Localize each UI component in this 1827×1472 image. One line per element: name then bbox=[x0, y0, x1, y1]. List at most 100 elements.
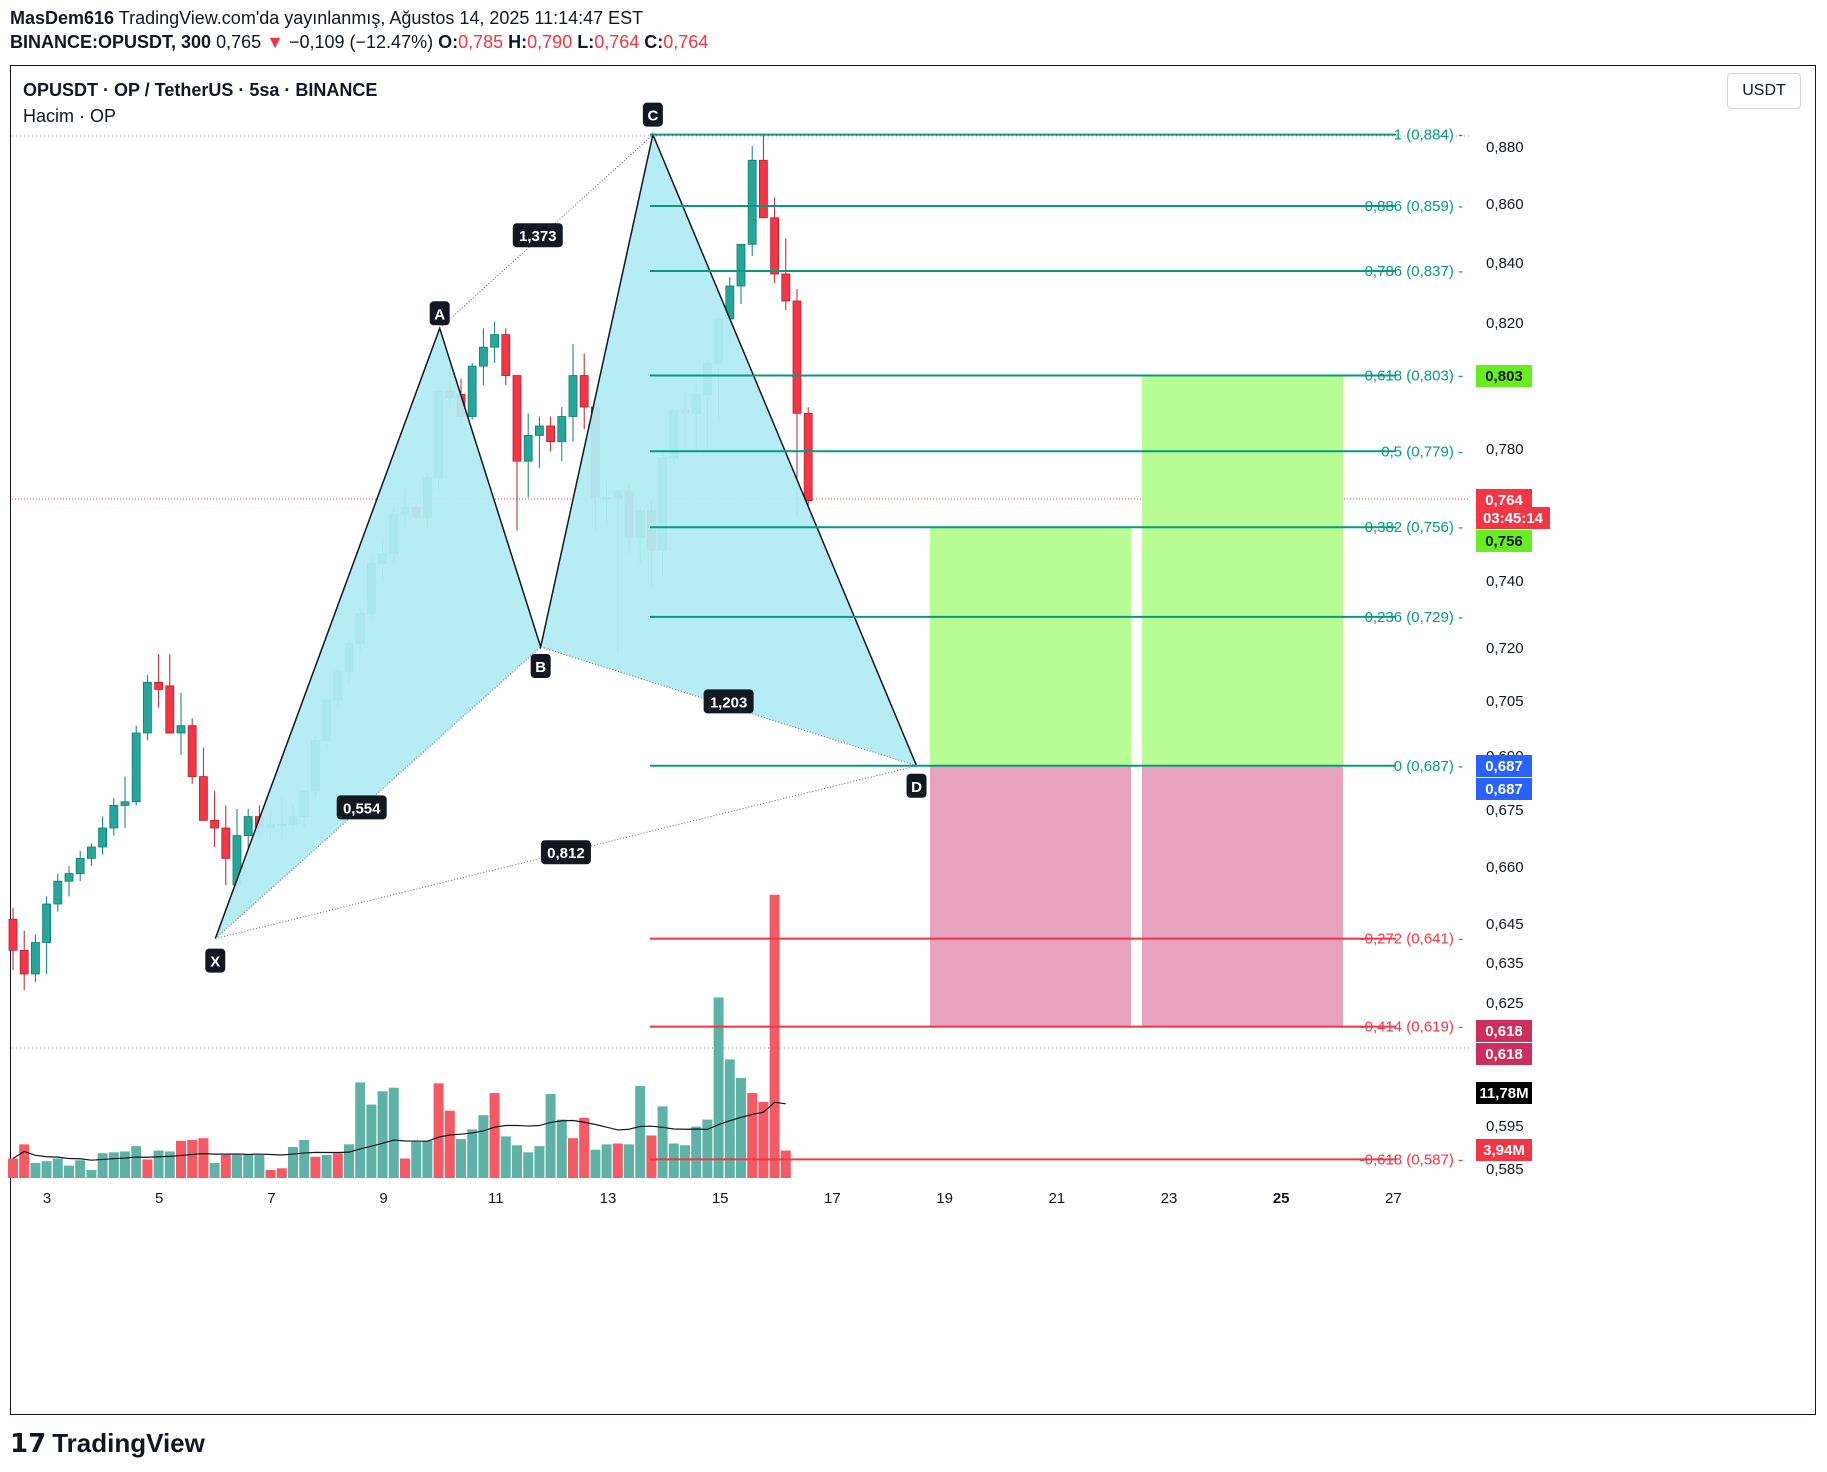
volume-bar bbox=[769, 894, 780, 1178]
price-axis-tag bbox=[1476, 1082, 1532, 1104]
time-tick-label: 3 bbox=[43, 1190, 51, 1207]
volume-bar bbox=[747, 1093, 758, 1178]
volume-bar bbox=[579, 1117, 590, 1178]
time-tick-label: 17 bbox=[824, 1190, 841, 1207]
symbol-label: BINANCE:OPUSDT, 300 bbox=[10, 32, 212, 52]
published-date: TradingView.com'da yayınlanmış, Ağustos … bbox=[118, 8, 644, 28]
price-tick-label: 0,860 bbox=[1486, 196, 1524, 213]
stop-loss-zone bbox=[1142, 765, 1343, 1027]
price-tick-label: 0,780 bbox=[1486, 441, 1524, 458]
volume-bar bbox=[523, 1152, 534, 1178]
price-tick-label: 0,645 bbox=[1486, 916, 1524, 933]
pattern-point-badge bbox=[205, 948, 226, 973]
candle bbox=[478, 346, 488, 367]
price-axis-tag bbox=[1476, 755, 1532, 777]
volume-bar bbox=[164, 1151, 175, 1178]
take-profit-zone bbox=[930, 527, 1131, 766]
candle bbox=[64, 873, 74, 882]
volume-bar bbox=[736, 1077, 746, 1178]
ratio-badge bbox=[540, 840, 591, 865]
chart-frame[interactable] bbox=[10, 65, 1816, 1415]
candle bbox=[579, 375, 589, 408]
price-axis-tag bbox=[1476, 1043, 1532, 1065]
volume-bar bbox=[668, 1143, 679, 1178]
volume-bar bbox=[601, 1144, 612, 1178]
volume-bar bbox=[288, 1147, 298, 1178]
time-tick-label: 27 bbox=[1385, 1190, 1402, 1207]
volume-indicator-label[interactable]: Hacim · OP bbox=[23, 106, 117, 126]
pattern-point-badge bbox=[906, 773, 927, 798]
price-axis-tag-label: 03:45:14 bbox=[1483, 510, 1544, 527]
price-tick-label: 0,840 bbox=[1486, 255, 1524, 272]
volume-bar bbox=[187, 1139, 198, 1178]
time-tick-label: 9 bbox=[379, 1190, 387, 1207]
fib-level-label: 0,786 (0,837) - bbox=[1365, 263, 1463, 280]
low-value: 0,764 bbox=[594, 32, 640, 52]
volume-bar bbox=[366, 1104, 377, 1178]
volume-bar bbox=[355, 1082, 366, 1178]
candle bbox=[176, 725, 186, 734]
price-axis-tag-label: 3,94M bbox=[1483, 1142, 1525, 1159]
candle bbox=[98, 827, 107, 848]
price-axis-tag-label: 0,803 bbox=[1485, 368, 1523, 385]
volume-bar bbox=[30, 1162, 41, 1178]
pattern-point-label: D bbox=[911, 779, 922, 796]
volume-bar bbox=[444, 1110, 455, 1178]
volume-bar bbox=[456, 1139, 466, 1178]
price-axis-tag-label: 0,618 bbox=[1485, 1046, 1523, 1063]
volume-bar bbox=[97, 1153, 108, 1178]
volume-bar bbox=[19, 1144, 30, 1178]
price-axis-tag bbox=[1476, 365, 1532, 387]
last-price: 0,765 bbox=[216, 32, 262, 52]
price-axis-tag bbox=[1476, 778, 1532, 800]
candle bbox=[747, 159, 757, 245]
fib-level-label: 0,886 (0,859) - bbox=[1365, 198, 1463, 215]
candle bbox=[165, 685, 175, 734]
price-axis-tag-label: 0,687 bbox=[1485, 781, 1523, 798]
fib-level-label: 0,5 (0,779) - bbox=[1381, 443, 1463, 460]
candle bbox=[154, 681, 164, 690]
volume-bar bbox=[489, 1093, 500, 1178]
volume-bar bbox=[198, 1138, 209, 1178]
candle bbox=[243, 816, 253, 836]
price-tick-label: 0,720 bbox=[1486, 640, 1524, 657]
fib-level-label: 0,618 (0,803) - bbox=[1365, 368, 1463, 385]
pattern-ratio-line bbox=[214, 646, 542, 939]
candle bbox=[535, 425, 544, 436]
currency-button[interactable]: USDT bbox=[1727, 73, 1801, 109]
volume-bar bbox=[276, 1168, 287, 1178]
volume-bar bbox=[433, 1083, 444, 1178]
volume-bar bbox=[702, 1119, 713, 1178]
volume-bar bbox=[545, 1093, 556, 1178]
volume-bar bbox=[142, 1159, 153, 1178]
publication-info: MasDem616 TradingView.com'da yayınlanmış… bbox=[10, 8, 643, 29]
candle bbox=[490, 334, 500, 348]
pattern-ratio-line bbox=[215, 765, 917, 940]
candle bbox=[770, 217, 779, 275]
pattern-point-badge bbox=[429, 301, 450, 326]
volume-bar bbox=[176, 1140, 186, 1178]
volume-bar bbox=[568, 1138, 578, 1178]
ratio-badge bbox=[336, 795, 387, 820]
time-tick-label: 5 bbox=[155, 1190, 163, 1207]
price-tick-label: 0,740 bbox=[1486, 573, 1524, 590]
volume-bar bbox=[321, 1154, 332, 1178]
pattern-point-badge bbox=[530, 654, 551, 678]
volume-bar bbox=[344, 1144, 354, 1178]
price-axis-tag bbox=[1476, 1020, 1532, 1042]
candle bbox=[210, 820, 220, 829]
candle bbox=[19, 949, 29, 975]
price-axis-tag bbox=[1476, 507, 1550, 529]
brand-name: TradingView bbox=[52, 1428, 205, 1458]
price-tick-label: 0,880 bbox=[1486, 139, 1524, 156]
volume-bar bbox=[377, 1091, 388, 1178]
candle bbox=[109, 805, 119, 829]
price-tick-label: 0,625 bbox=[1486, 995, 1524, 1012]
author-name[interactable]: MasDem616 bbox=[10, 8, 115, 28]
volume-bar bbox=[86, 1170, 97, 1178]
volume-bar bbox=[657, 1106, 668, 1178]
volume-bar bbox=[52, 1158, 63, 1178]
tradingview-logo[interactable]: 𝟭𝟳 TradingView bbox=[10, 1428, 205, 1459]
volume-bar bbox=[8, 1158, 18, 1178]
